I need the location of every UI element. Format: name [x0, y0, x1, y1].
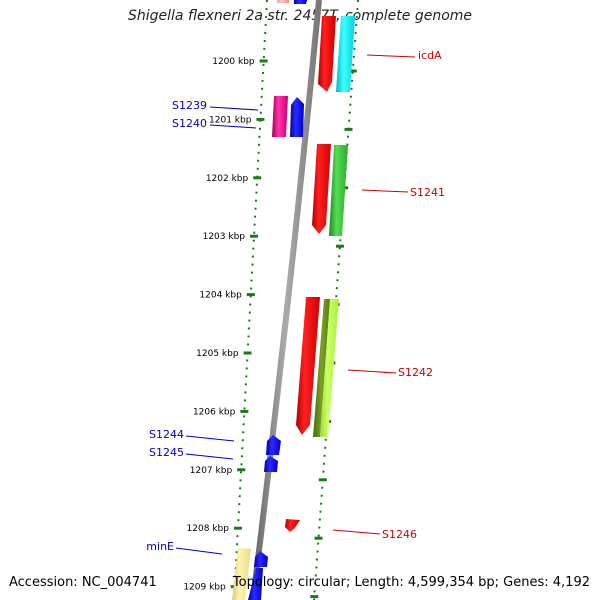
scale-label: 1202 kbp [206, 174, 249, 184]
scale-label: 1201 kbp [209, 115, 252, 125]
gene-S1245 [264, 456, 278, 472]
gene-S1240 [290, 97, 304, 137]
gene-S1241 [312, 144, 331, 234]
S1244-callout [185, 435, 235, 442]
gene-label-S1239: S1239 [172, 99, 207, 112]
gene-S1246 [285, 519, 300, 532]
icdA-callout [366, 54, 416, 58]
scale-label: 1200 kbp [212, 57, 255, 67]
gene-label-S1241: S1241 [410, 186, 445, 199]
gene-label-minE: minE [146, 540, 174, 553]
scale-label: 1207 kbp [190, 466, 233, 476]
gene-S1241-pair [329, 145, 348, 236]
gene-S1244 [266, 435, 281, 455]
gene-label-S1242: S1242 [398, 366, 433, 379]
S1242-callout [347, 369, 397, 374]
accession-label: Accession: NC_004741 [9, 575, 157, 590]
gene-label-S1244: S1244 [149, 428, 184, 441]
scale-label: 1204 kbp [199, 291, 242, 301]
S1241-callout [361, 189, 409, 193]
gene-S1242 [296, 297, 320, 435]
gene-label-icdA: icdA [418, 49, 442, 62]
scale-label: 1205 kbp [196, 349, 239, 359]
gene-clipped-blue [294, 0, 307, 4]
gene-features [232, 0, 355, 600]
S1240-callout [209, 124, 257, 129]
minE-callout [175, 547, 223, 555]
scale-label: 1203 kbp [203, 232, 246, 242]
scale-label: 1209 kbp [183, 583, 226, 593]
gene-icdA-pair [336, 16, 355, 92]
genome-backbone [250, 0, 322, 600]
S1245-callout [185, 453, 234, 460]
genome-summary: Topology: circular; Length: 4,599,354 bp… [232, 575, 590, 590]
callout-lines [175, 54, 416, 555]
gene-S1239 [272, 96, 288, 137]
gene-label-S1240: S1240 [172, 117, 207, 130]
gene-label-S1246: S1246 [382, 528, 417, 541]
gene-bottom-blue [248, 568, 263, 600]
gene-yellow [232, 548, 251, 600]
scale-label: 1208 kbp [187, 524, 230, 534]
S1239-callout [209, 106, 259, 111]
gene-icdA [318, 16, 336, 92]
gene-clipped-pink [277, 0, 289, 3]
gene-minE [254, 551, 268, 567]
genome-title: Shigella flexneri 2a str. 2457T, complet… [127, 8, 473, 24]
scale-label: 1206 kbp [193, 407, 236, 417]
S1246-callout [332, 529, 381, 535]
scale-ticks: 1200 kbp 1201 kbp 1202 kbp 1203 kbp 1204 kbp… [183, 57, 357, 599]
gene-S1242-olive [313, 299, 330, 437]
gene-labels: icdA S1239 S1240 S1241 S1242 S1244 S1245… [146, 49, 445, 553]
gene-label-S1245: S1245 [149, 446, 184, 459]
gene-S1242-pair [320, 299, 339, 437]
